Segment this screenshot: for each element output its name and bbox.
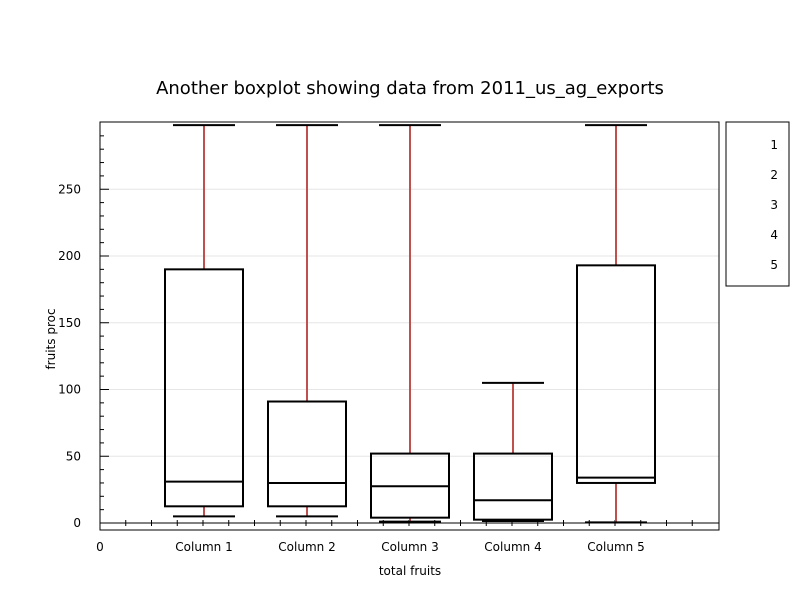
box-iqr [267, 400, 347, 508]
x-category-label: Column 4 [484, 540, 541, 554]
x-category-label: Column 5 [587, 540, 644, 554]
chart-title: Another boxplot showing data from 2011_u… [156, 78, 664, 99]
box-iqr [576, 264, 656, 484]
box-iqr [164, 268, 244, 508]
legend-box [725, 121, 790, 287]
x-axis-label: total fruits [379, 564, 441, 578]
y-tick-label: 200 [58, 249, 81, 263]
box-iqr [473, 452, 553, 521]
legend-entry: 4 [770, 228, 778, 242]
legend: 1 2 3 4 5 [770, 138, 778, 272]
axes: 0 50 100 150 200 250 Column 1 Column 2 Column 3 C… [58, 135, 719, 554]
y-tick-label: 250 [58, 182, 81, 196]
x-category-label: Column 2 [278, 540, 335, 554]
x-category-label: Column 3 [381, 540, 438, 554]
x-origin-tick-label: 0 [96, 540, 104, 554]
y-tick-label: 100 [58, 383, 81, 397]
legend-entry: 5 [770, 258, 778, 272]
legend-entry: 2 [770, 168, 778, 182]
y-tick-label: 0 [73, 516, 81, 530]
y-axis-label: fruits proc [44, 308, 58, 369]
legend-entry: 1 [770, 138, 778, 152]
legend-entry: 3 [770, 198, 778, 212]
x-category-label: Column 1 [175, 540, 232, 554]
plot-area-frame [99, 121, 720, 531]
y-tick-label: 50 [66, 449, 81, 463]
y-tick-label: 150 [58, 316, 81, 330]
boxes [164, 124, 656, 524]
